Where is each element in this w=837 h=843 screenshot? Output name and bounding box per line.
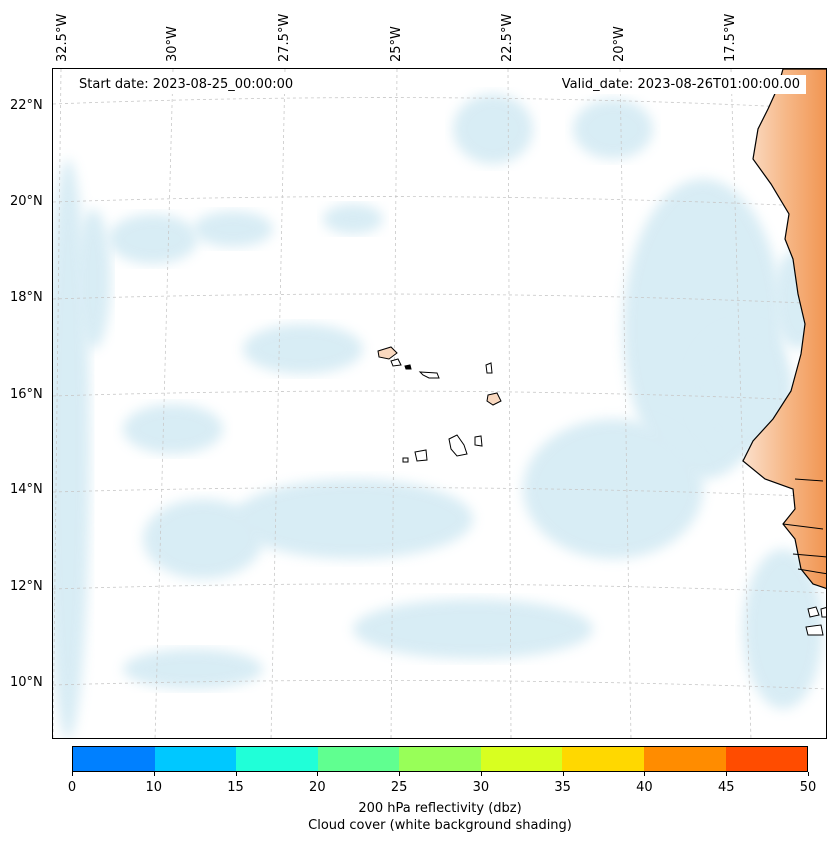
lon-label-22.5w: 22.5°W bbox=[500, 13, 515, 62]
lat-label-22n: 22°N bbox=[10, 98, 43, 113]
colorbar-segment-2 bbox=[236, 747, 318, 771]
colorbar-tick-label: 15 bbox=[227, 780, 244, 795]
coastal-islands bbox=[805, 606, 826, 636]
lon-label-32.5w: 32.5°W bbox=[55, 13, 70, 62]
lat-label-16n: 16°N bbox=[10, 387, 43, 402]
colorbar-segment-5 bbox=[480, 747, 563, 771]
start-date-label: Start date: 2023-08-25_00:00:00 bbox=[73, 75, 300, 94]
colorbar-segment-7 bbox=[643, 747, 726, 771]
colorbar-tick bbox=[317, 772, 319, 776]
colorbar-tick-label: 45 bbox=[717, 780, 735, 795]
colorbar-segment-6 bbox=[562, 747, 644, 771]
colorbar-tick bbox=[808, 772, 809, 776]
colorbar-tick-label: 50 bbox=[799, 780, 817, 795]
colorbar-tick bbox=[480, 772, 482, 776]
lat-label-10n: 10°N bbox=[10, 675, 43, 690]
colorbar-tick bbox=[726, 772, 728, 776]
reflectivity-colorbar bbox=[72, 746, 808, 772]
africa-landmass bbox=[742, 69, 826, 589]
colorbar-label-cloud-cover: Cloud cover (white background shading) bbox=[308, 818, 572, 833]
cloud-cover-shading bbox=[53, 94, 823, 738]
colorbar-tick bbox=[644, 772, 646, 776]
lat-label-18n: 18°N bbox=[10, 290, 43, 305]
colorbar-tick-label: 0 bbox=[67, 780, 77, 795]
colorbar-label-reflectivity: 200 hPa reflectivity (dbz) bbox=[358, 801, 522, 816]
colorbar-tick bbox=[153, 772, 155, 776]
colorbar-segment-0 bbox=[73, 747, 155, 771]
colorbar-tick bbox=[235, 772, 237, 776]
colorbar-segment-3 bbox=[317, 747, 400, 771]
valid-date-label: Valid_date: 2023-08-26T01:00:00.00 bbox=[555, 75, 806, 94]
map-panel[interactable]: Start date: 2023-08-25_00:00:00 Valid_da… bbox=[52, 68, 827, 739]
colorbar-tick bbox=[399, 772, 401, 776]
colorbar-segment-4 bbox=[399, 747, 481, 771]
lon-label-20w: 20°W bbox=[612, 26, 627, 62]
colorbar-segment-8 bbox=[725, 747, 808, 771]
lat-label-12n: 12°N bbox=[10, 579, 43, 594]
lat-label-20n: 20°N bbox=[10, 194, 43, 209]
colorbar-tick-label: 20 bbox=[309, 780, 326, 795]
lon-label-25w: 25°W bbox=[389, 26, 404, 62]
map-canvas bbox=[53, 69, 826, 738]
lon-label-17.5w: 17.5°W bbox=[723, 13, 738, 62]
colorbar-tick-label: 35 bbox=[554, 780, 571, 795]
senegal-coast-detail bbox=[782, 523, 826, 575]
cape-verde-islands bbox=[377, 346, 502, 463]
gambia-river bbox=[794, 478, 824, 482]
colorbar-segment-1 bbox=[154, 747, 237, 771]
colorbar-tick bbox=[72, 772, 73, 776]
lon-label-27.5w: 27.5°W bbox=[277, 13, 292, 62]
colorbar-tick bbox=[562, 772, 564, 776]
colorbar-tick-label: 30 bbox=[472, 780, 490, 795]
lon-label-30w: 30°W bbox=[165, 26, 180, 62]
graticule bbox=[53, 69, 826, 738]
lat-label-14n: 14°N bbox=[10, 482, 43, 497]
colorbar-tick-label: 10 bbox=[145, 780, 163, 795]
colorbar-tick-label: 25 bbox=[390, 780, 408, 795]
colorbar-tick-label: 40 bbox=[636, 780, 653, 795]
